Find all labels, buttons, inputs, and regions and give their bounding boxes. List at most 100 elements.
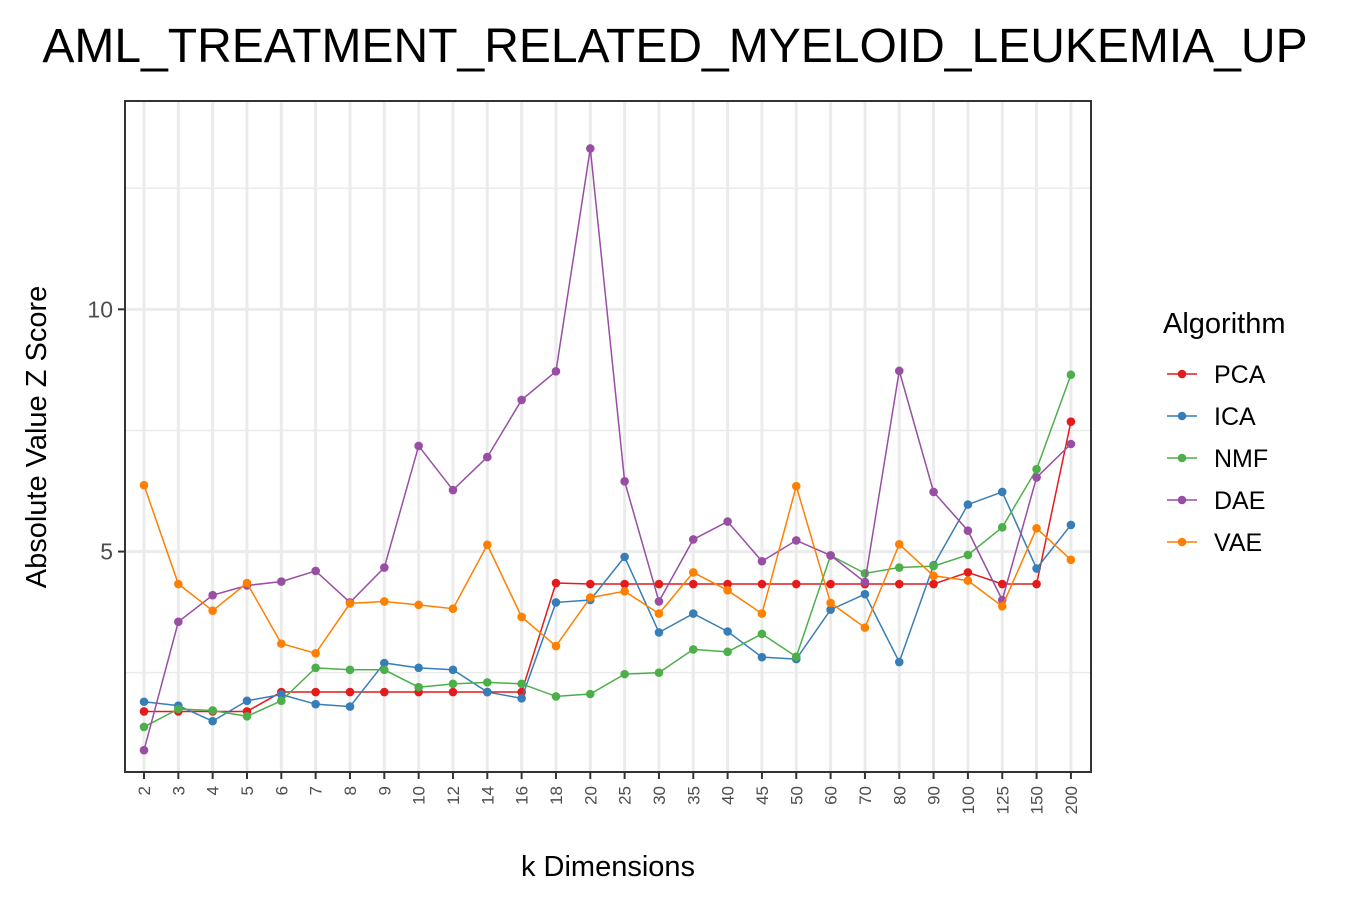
data-point-ica — [517, 694, 526, 703]
data-point-ica — [414, 663, 423, 673]
data-point-pca — [791, 579, 801, 589]
y-tick-label: 10 — [87, 296, 113, 322]
data-point-nmf — [620, 669, 629, 679]
data-point-vae — [997, 602, 1007, 611]
series-line-dae — [143, 148, 1072, 751]
series-dae — [139, 144, 1076, 755]
data-point-vae — [963, 576, 973, 585]
data-point-dae — [894, 366, 904, 376]
x-tick-label: 200 — [1062, 786, 1081, 814]
x-tick-label: 7 — [307, 786, 326, 795]
data-point-dae — [517, 395, 526, 405]
data-point-ica — [688, 609, 698, 618]
legend-label: NMF — [1214, 445, 1268, 473]
data-point-pca — [139, 707, 149, 716]
legend-key-point — [1177, 453, 1187, 463]
data-point-nmf — [551, 692, 561, 701]
data-point-ica — [826, 605, 835, 615]
x-tick-label: 25 — [616, 786, 635, 805]
data-point-vae — [483, 540, 492, 550]
x-tick-label: 90 — [925, 786, 944, 805]
data-point-vae — [1032, 524, 1041, 533]
data-point-vae — [620, 586, 629, 596]
data-point-pca — [448, 687, 458, 697]
data-point-pca — [1066, 417, 1076, 427]
x-tick-label: 10 — [410, 786, 429, 805]
data-point-pca — [997, 579, 1007, 589]
data-point-vae — [345, 599, 355, 608]
data-point-ica — [1032, 564, 1041, 573]
data-point-dae — [380, 563, 389, 572]
data-point-dae — [688, 535, 698, 544]
data-point-dae — [414, 441, 423, 451]
x-tick-label: 2 — [135, 786, 154, 795]
x-tick-label: 8 — [341, 786, 360, 795]
data-point-vae — [380, 597, 389, 606]
data-point-vae — [791, 481, 801, 491]
data-point-nmf — [139, 722, 149, 732]
data-point-dae — [139, 745, 149, 755]
series-nmf — [139, 370, 1076, 732]
x-tick-label: 150 — [1028, 786, 1047, 814]
data-point-ica — [277, 690, 286, 699]
x-tick-label: 80 — [890, 786, 909, 805]
legend-key-point — [1177, 495, 1187, 505]
data-point-ica — [139, 697, 149, 707]
data-point-vae — [894, 539, 904, 549]
x-tick-label: 125 — [993, 786, 1012, 814]
data-point-dae — [757, 556, 767, 566]
data-point-dae — [860, 577, 870, 587]
legend-item-dae: DAE — [1167, 487, 1265, 515]
data-point-pca — [654, 579, 664, 589]
data-point-ica — [894, 657, 904, 667]
data-point-ica — [448, 665, 458, 675]
legend-item-pca: PCA — [1167, 361, 1266, 389]
data-point-pca — [620, 579, 629, 589]
legend-key-point — [1177, 537, 1187, 547]
x-tick-label: 14 — [478, 786, 497, 805]
series-line-nmf — [143, 374, 1072, 728]
x-tick-label: 20 — [581, 786, 600, 805]
x-tick-label: 18 — [547, 786, 566, 805]
data-point-ica — [483, 687, 492, 697]
data-point-pca — [723, 579, 732, 589]
data-point-pca — [894, 579, 904, 589]
data-point-nmf — [311, 663, 320, 673]
legend: Algorithm PCA ICA NMF DAE VAE — [1163, 308, 1286, 557]
data-point-pca — [963, 568, 973, 577]
data-point-vae — [174, 579, 183, 589]
x-tick-label: 4 — [204, 786, 223, 795]
series-line-ica — [143, 491, 1072, 722]
data-point-nmf — [483, 678, 492, 687]
data-point-pca — [929, 579, 938, 589]
data-point-ica — [963, 500, 973, 509]
legend-label: ICA — [1214, 403, 1256, 431]
data-point-ica — [345, 702, 355, 711]
data-point-ica — [380, 658, 389, 668]
data-point-pca — [311, 687, 320, 697]
series-line-pca — [144, 421, 1072, 713]
data-point-nmf — [585, 689, 595, 699]
data-point-vae — [1066, 555, 1076, 565]
x-tick-label: 5 — [238, 786, 257, 795]
legend-label: PCA — [1214, 361, 1266, 389]
data-point-nmf — [723, 647, 732, 657]
data-point-vae — [139, 480, 149, 490]
data-point-dae — [1066, 439, 1076, 449]
data-point-dae — [483, 452, 492, 462]
series-vae — [139, 480, 1076, 658]
data-point-nmf — [448, 679, 458, 689]
data-point-nmf — [654, 668, 664, 677]
legend-key-point — [1177, 411, 1187, 421]
y-tick-label: 5 — [100, 539, 113, 565]
x-tick-label: 50 — [787, 786, 806, 805]
data-point-nmf — [894, 563, 904, 572]
data-point-nmf — [757, 629, 767, 639]
data-point-nmf — [1032, 464, 1041, 474]
data-point-dae — [654, 597, 664, 606]
data-point-dae — [448, 485, 458, 495]
plot-border — [124, 100, 1092, 773]
legend-label: DAE — [1214, 487, 1265, 515]
legend-item-ica: ICA — [1167, 403, 1256, 431]
